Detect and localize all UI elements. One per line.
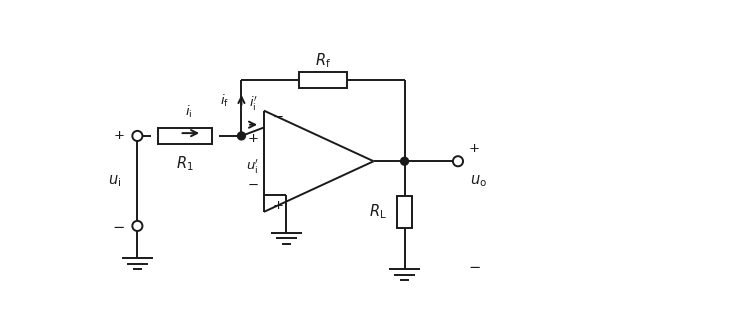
Text: $u_{\rm o}$: $u_{\rm o}$ [470,173,488,189]
Text: $-$: $-$ [247,177,259,191]
Circle shape [133,221,142,231]
Text: $+$: $+$ [247,132,259,145]
Text: $R_{\rm L}$: $R_{\rm L}$ [369,203,386,221]
Text: $+$: $+$ [468,142,480,155]
Text: $R_{\rm f}$: $R_{\rm f}$ [315,51,331,70]
Text: $u_{\rm i}'$: $u_{\rm i}'$ [246,158,260,176]
Bar [397,196,413,227]
Text: $+$: $+$ [272,200,284,212]
Text: $-$: $-$ [272,110,284,123]
Text: $i_{\rm i}'$: $i_{\rm i}'$ [249,95,258,113]
Circle shape [453,156,463,166]
Text: $+$: $+$ [114,129,125,142]
Text: $i_{\rm f}$: $i_{\rm f}$ [220,93,229,109]
Bar [299,72,347,88]
Text: $i_{\rm i}$: $i_{\rm i}$ [185,104,193,120]
Text: $R_{\rm 1}$: $R_{\rm 1}$ [176,154,194,173]
Text: $-$: $-$ [468,258,481,273]
Text: $u_{\rm i}$: $u_{\rm i}$ [109,173,122,189]
Circle shape [133,131,142,141]
Bar [158,128,212,144]
Text: $-$: $-$ [112,218,125,234]
Circle shape [238,132,246,140]
Circle shape [401,157,408,165]
